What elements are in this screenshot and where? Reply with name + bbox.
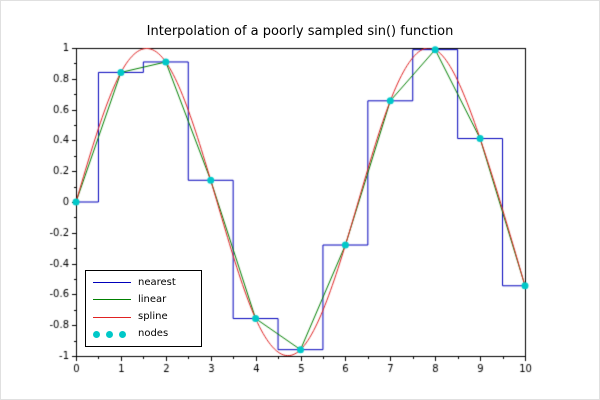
line-sample-icon (93, 316, 131, 318)
legend-entry-linear: linear (93, 292, 197, 308)
legend: nearest linear spline nodes (85, 270, 202, 347)
line-sample-icon (93, 282, 131, 284)
legend-label-linear: linear (138, 293, 167, 305)
linear-line-swatch (93, 299, 131, 301)
node-dot-icon (93, 330, 100, 338)
legend-label-spline: spline (138, 311, 168, 323)
spline-line-swatch (93, 316, 131, 318)
legend-entry-spline: spline (93, 309, 197, 325)
node-dot-icon (106, 330, 113, 338)
nodes-dots-swatch (93, 330, 131, 338)
node-dot-icon (119, 330, 126, 338)
nearest-line-swatch (93, 282, 131, 284)
legend-label-nearest: nearest (138, 276, 176, 288)
line-sample-icon (93, 299, 131, 301)
legend-entry-nodes: nodes (93, 326, 197, 342)
chart-title: Interpolation of a poorly sampled sin() … (146, 24, 454, 39)
legend-label-nodes: nodes (138, 328, 169, 340)
legend-entry-nearest: nearest (93, 275, 197, 291)
